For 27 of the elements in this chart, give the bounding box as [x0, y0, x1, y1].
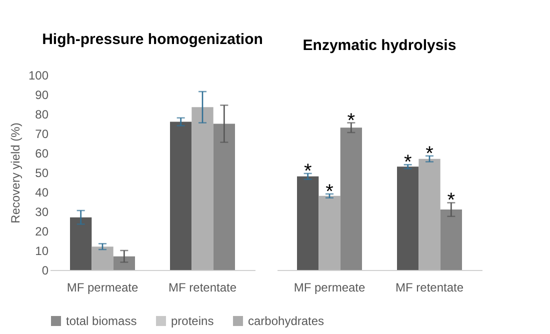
x-tick-label: MF permeate [66, 280, 138, 294]
x-tick-label: MF retentate [395, 280, 464, 294]
y-tick-label: 80 [35, 108, 49, 122]
y-tick-label: 100 [28, 68, 49, 82]
legend-label: carbohydrates [248, 314, 324, 328]
data-label: * [426, 142, 434, 165]
y-tick-label: 70 [35, 127, 49, 141]
legend-label: proteins [171, 314, 214, 328]
chart-title: High-pressure homogenization [42, 31, 263, 48]
data-label: * [347, 110, 356, 132]
y-tick-label: 20 [35, 224, 49, 238]
y-tick-label: 60 [35, 146, 49, 160]
data-label: * [447, 190, 456, 212]
data-label: * [326, 180, 334, 203]
chart-title: Enzymatic hydrolysis [302, 37, 456, 54]
data-label: * [404, 152, 412, 174]
y-tick-label: 50 [35, 166, 49, 180]
y-tick-label: 30 [35, 205, 49, 219]
data-label: * [304, 160, 312, 182]
x-tick-label: MF permeate [294, 280, 366, 294]
y-tick-label: 40 [35, 186, 49, 200]
y-tick-label: 0 [42, 264, 49, 278]
legend-label: total biomass [66, 314, 137, 328]
x-tick-label: MF retentate [168, 280, 237, 294]
y-tick-label: 10 [35, 244, 49, 258]
y-tick-label: 90 [35, 88, 49, 102]
y-axis-title: Recovery yield (%) [8, 122, 22, 224]
